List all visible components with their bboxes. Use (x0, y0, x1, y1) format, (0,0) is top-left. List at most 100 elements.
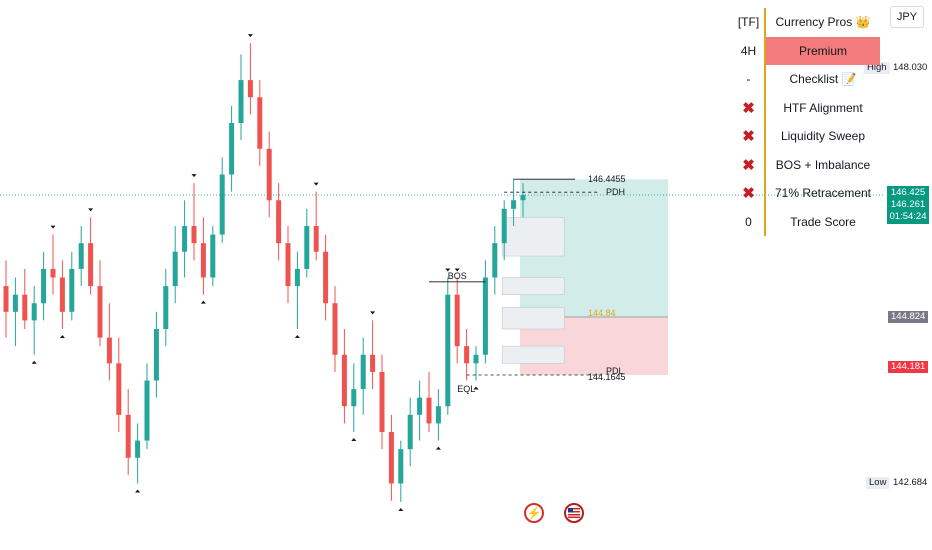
premium-zone-cell: Premium (765, 36, 880, 65)
criteria-row: ✖ HTF Alignment (733, 93, 880, 122)
fail-x-icon: ✖ (742, 128, 755, 146)
swing-high-marker (313, 182, 319, 186)
candle-body (78, 243, 84, 269)
candle-body (520, 195, 526, 201)
swing-high-marker (88, 208, 94, 212)
candle-body (379, 371, 385, 432)
swing-low-marker (59, 335, 65, 338)
score-label: Trade Score (790, 214, 856, 229)
fail-x-icon: ✖ (742, 185, 755, 203)
criteria-row: ✖ BOS + Imbalance (733, 150, 880, 179)
candle-body (426, 397, 432, 424)
candle-body (106, 337, 112, 364)
candle-body (511, 200, 517, 209)
timeframe-value: 4H (733, 36, 766, 65)
price-axis[interactable] (885, 0, 932, 550)
candle-body (482, 277, 488, 355)
bos-label: BOS (448, 271, 467, 281)
candle-body (407, 414, 413, 450)
swing-high-marker (247, 34, 253, 38)
candle-body (398, 449, 404, 484)
imbalance-box (501, 307, 565, 330)
swing-low-marker (398, 508, 404, 512)
candle-body (445, 294, 451, 407)
swing-low-marker (435, 446, 441, 450)
current-price-b: 146.261 (890, 199, 926, 210)
imbalance-box (501, 277, 565, 295)
high-price-tag: 148.030 (890, 62, 931, 74)
candle-body (464, 346, 470, 364)
criteria-label: 71% Retracement (774, 186, 872, 201)
candle-body (116, 363, 122, 415)
candle-body (191, 226, 197, 244)
timeframe-row: 4H Premium (733, 36, 880, 65)
candle-body (41, 268, 47, 304)
target-price-label: 146.4455 (588, 174, 626, 184)
stop-price-label: 144.1645 (588, 372, 626, 382)
candle-body (473, 354, 479, 364)
candle-body (285, 243, 291, 287)
swing-low-marker (351, 438, 357, 441)
criteria-row: ✖ 71% Retracement (733, 179, 880, 208)
candle-body (313, 226, 319, 252)
candle-body (501, 208, 507, 244)
candle-body (22, 294, 28, 321)
candle-body (125, 414, 131, 458)
candle-body (266, 148, 272, 201)
candle-body (257, 97, 263, 149)
low-price-tag: 142.684 (890, 477, 931, 489)
table-header-row: [TF] Currency Pros 👑 (733, 8, 880, 37)
candle-body (172, 251, 178, 287)
bar-countdown: 01:54:24 (889, 211, 927, 222)
flag-stripes-icon (568, 508, 580, 518)
brand-header: Currency Pros 👑 (775, 15, 871, 30)
candle-body (69, 268, 75, 312)
candle-body (417, 397, 423, 415)
tf-header: [TF] (733, 8, 766, 37)
fail-x-icon: ✖ (742, 99, 755, 117)
candle-body (135, 440, 141, 458)
swing-low-marker (200, 300, 206, 304)
currency-button[interactable]: JPY (890, 6, 924, 28)
candle-body (59, 277, 65, 312)
candle-body (332, 303, 338, 355)
candle-body (88, 243, 94, 287)
pdh-label: PDH (606, 187, 625, 197)
swing-high-marker (191, 174, 197, 178)
criteria-label: HTF Alignment (783, 100, 863, 115)
checklist-marker: - (733, 65, 766, 94)
candle-body (435, 406, 441, 424)
swing-low-marker (294, 335, 300, 338)
candle-body (304, 226, 310, 269)
candle-body (276, 200, 282, 244)
candle-body (219, 174, 225, 235)
candle-body (323, 251, 329, 304)
flag-icon[interactable] (564, 503, 584, 523)
swing-low-marker (473, 386, 479, 390)
position-zones (501, 179, 668, 375)
candle-body (294, 268, 300, 287)
criteria-label: BOS + Imbalance (775, 157, 871, 172)
candle-body (454, 294, 460, 347)
bottom-toolbar: ⚡ (524, 503, 584, 523)
score-row: 0 Trade Score (733, 207, 880, 236)
candle-body (360, 354, 366, 390)
candle-body (97, 286, 103, 338)
checklist-title: Checklist 📝 (789, 72, 857, 87)
checklist-table: [TF] Currency Pros 👑 4H Premium - Checkl… (733, 8, 880, 236)
candle-body (50, 268, 56, 278)
candle-body (200, 243, 206, 278)
candle-body (144, 380, 150, 441)
candle-body (247, 80, 253, 98)
pdl-label: PDL (606, 366, 624, 376)
candle-body (182, 226, 188, 252)
swing-low-marker (135, 489, 141, 493)
current-price-tag: 146.425 146.261 01:54:24 (887, 186, 929, 224)
candle-body (238, 80, 244, 123)
speedometer-icon[interactable]: ⚡ (524, 503, 544, 523)
criteria-row: ✖ Liquidity Sweep (733, 122, 880, 151)
stop-price-tag: 144.181 (888, 361, 929, 373)
candle-body (210, 234, 216, 278)
